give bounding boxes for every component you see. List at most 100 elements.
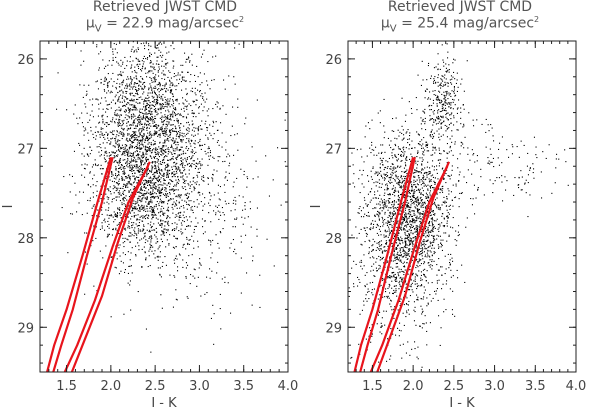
data-point [387, 245, 389, 247]
data-point [141, 70, 143, 72]
data-point [161, 56, 163, 58]
data-point [436, 280, 438, 282]
data-point [172, 156, 174, 158]
data-point [138, 130, 140, 132]
data-point [115, 114, 117, 116]
data-point [161, 265, 163, 267]
data-point [187, 297, 189, 299]
data-point [100, 164, 102, 166]
panel-1-subtitle-exponent: 2 [239, 15, 245, 24]
data-point [86, 112, 88, 114]
data-point [252, 260, 254, 262]
data-point [197, 168, 199, 170]
data-point [116, 141, 118, 143]
data-point [466, 217, 468, 219]
data-point [160, 150, 162, 152]
data-point [136, 139, 138, 141]
data-point [173, 185, 175, 187]
data-point [429, 135, 431, 137]
data-point [153, 148, 155, 150]
data-point [157, 151, 159, 153]
data-point [131, 164, 133, 166]
data-point [167, 203, 169, 205]
data-point [273, 265, 275, 267]
data-point [171, 180, 173, 182]
data-point [146, 175, 148, 177]
data-point [106, 214, 108, 216]
data-point [388, 198, 390, 200]
data-point [142, 217, 144, 219]
data-point [156, 95, 158, 97]
data-point [449, 178, 451, 180]
data-point [171, 189, 173, 191]
panel-2-mu-subscript: V [389, 23, 397, 35]
data-point [364, 136, 366, 138]
data-point [167, 103, 169, 105]
data-point [132, 95, 134, 97]
data-point [250, 226, 252, 228]
data-point [191, 235, 193, 237]
data-point [96, 290, 98, 292]
data-point [144, 179, 146, 181]
data-point [101, 132, 103, 134]
data-point [181, 172, 183, 174]
data-point [155, 188, 157, 190]
data-point [415, 225, 417, 227]
data-point [131, 145, 133, 147]
data-point [213, 79, 215, 81]
data-point [370, 222, 372, 224]
data-point [399, 243, 401, 245]
data-point [152, 193, 154, 195]
data-point [175, 138, 177, 140]
data-point [147, 104, 149, 106]
data-point [120, 166, 122, 168]
data-point [118, 168, 120, 170]
data-point [183, 207, 185, 209]
data-point [173, 142, 175, 144]
data-point [179, 129, 181, 131]
data-point [197, 240, 199, 242]
data-point [144, 81, 146, 83]
data-point [420, 200, 422, 202]
data-point [133, 99, 135, 101]
data-point [352, 182, 354, 184]
data-point [131, 204, 133, 206]
data-point [198, 203, 200, 205]
data-point [169, 79, 171, 81]
data-point [132, 106, 134, 108]
data-point [246, 176, 248, 178]
data-point [133, 83, 135, 85]
data-point [397, 176, 399, 178]
data-point [116, 113, 118, 115]
data-point [412, 219, 414, 221]
data-point [374, 173, 376, 175]
data-point [99, 155, 101, 157]
data-point [421, 219, 423, 221]
data-point [399, 180, 401, 182]
data-point [422, 153, 424, 155]
data-point [176, 207, 178, 209]
data-point [422, 240, 424, 242]
data-point [197, 127, 199, 129]
data-point [446, 198, 448, 200]
data-point [401, 181, 403, 183]
data-point [385, 174, 387, 176]
data-point [170, 131, 172, 133]
data-point [416, 167, 418, 169]
data-point [146, 126, 148, 128]
data-point [124, 159, 126, 161]
data-point [149, 56, 151, 58]
data-point [427, 226, 429, 228]
data-point [114, 152, 116, 154]
data-point [198, 191, 200, 193]
data-point [387, 287, 389, 289]
data-point [207, 127, 209, 129]
data-point [382, 201, 384, 203]
data-point [180, 64, 182, 66]
data-point [149, 236, 151, 238]
data-point [180, 222, 182, 224]
data-point [375, 197, 377, 199]
data-point [157, 56, 159, 58]
data-point [162, 152, 164, 154]
